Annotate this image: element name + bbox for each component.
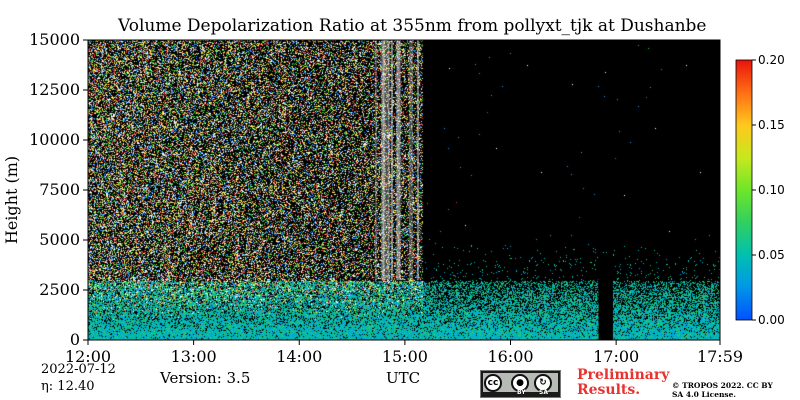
copyright-label: © TROPOS 2022. CC BY SA 4.0 License. [672,381,773,399]
version-label: Version: 3.5 [160,369,251,387]
y-tick-label: 15000 [29,30,80,49]
y-tick-label: 0 [70,330,80,349]
x-tick-label: 16:00 [487,347,533,366]
colorbar-tick-label: 0.05 [758,248,785,262]
colorbar-tick-label: 0.00 [758,313,785,327]
plot-area [88,40,720,340]
x-tick-label: 12:00 [65,347,111,366]
colorbar-tick-label: 0.10 [758,183,785,197]
license-by-label: BY [517,389,526,396]
y-tick-label: 7500 [39,180,80,199]
x-tick-label: 15:00 [382,347,428,366]
y-axis-label: Height (m) [2,156,21,244]
y-tick-label: 12500 [29,80,80,99]
date-label: 2022-07-12 [41,362,116,377]
y-tick-label: 10000 [29,130,80,149]
axes: 12:00 13:00 14:00 15:00 16:00 17:00 17:59 0 2500… [2,30,743,366]
x-tick-label: 13:00 [171,347,217,366]
chart-title: Volume Depolarization Ratio at 355nm fro… [118,16,707,36]
x-tick-label: 17:59 [697,347,743,366]
y-tick-label: 2500 [39,280,80,299]
y-tick-label: 5000 [39,230,80,249]
preliminary-results-label: Preliminary Results. [577,367,670,398]
license-sa-label: SA [539,389,548,396]
cc-icon: cc [484,374,502,392]
eta-label: η: 12.40 [41,379,95,394]
x-tick-label: 17:00 [593,347,639,366]
depolarization-heatmap [88,40,720,340]
x-tick-label: 14:00 [276,347,322,366]
x-axis-label: UTC [386,369,421,387]
colorbar-tick-label: 0.15 [758,118,785,132]
data-gap [598,256,613,340]
colorbar-gradient [735,59,753,321]
attribution-icon: ● [511,374,529,392]
colorbar-tick-label: 0.20 [758,53,785,67]
colorbar: 0.00 0.05 0.10 0.15 0.20 [735,53,785,327]
cc-license-badge: cc ● ↻ BY SA [480,370,561,398]
share-alike-icon: ↻ [534,374,552,392]
